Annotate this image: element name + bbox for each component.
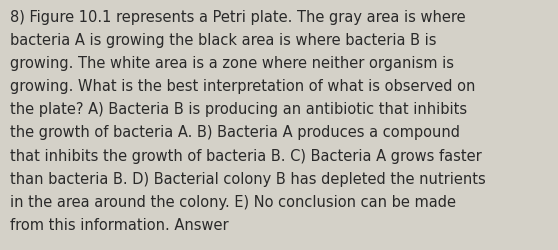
Text: the plate? A) Bacteria B is producing an antibiotic that inhibits: the plate? A) Bacteria B is producing an… [10,102,467,117]
Text: from this information. Answer: from this information. Answer [10,217,229,232]
Text: in the area around the colony. E) No conclusion can be made: in the area around the colony. E) No con… [10,194,456,209]
Text: growing. What is the best interpretation of what is observed on: growing. What is the best interpretation… [10,79,475,94]
Text: bacteria A is growing the black area is where bacteria B is: bacteria A is growing the black area is … [10,33,436,48]
Text: than bacteria B. D) Bacterial colony B has depleted the nutrients: than bacteria B. D) Bacterial colony B h… [10,171,486,186]
Text: 8) Figure 10.1 represents a Petri plate. The gray area is where: 8) Figure 10.1 represents a Petri plate.… [10,10,466,25]
Text: that inhibits the growth of bacteria B. C) Bacteria A grows faster: that inhibits the growth of bacteria B. … [10,148,482,163]
Text: the growth of bacteria A. B) Bacteria A produces a compound: the growth of bacteria A. B) Bacteria A … [10,125,460,140]
Text: growing. The white area is a zone where neither organism is: growing. The white area is a zone where … [10,56,454,71]
